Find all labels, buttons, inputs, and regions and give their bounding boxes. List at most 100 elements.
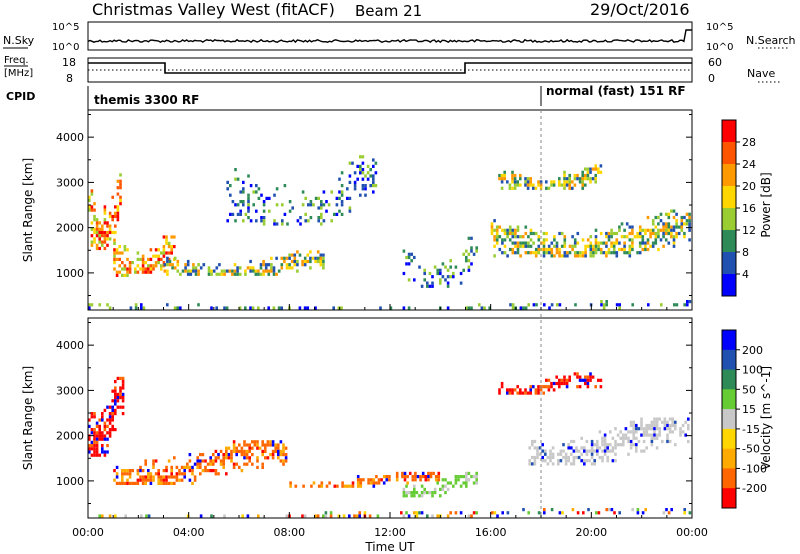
power-cell — [176, 269, 180, 273]
power-cell — [118, 270, 121, 274]
velocity-cell — [637, 427, 641, 431]
power-cell — [594, 247, 598, 252]
velocity-cell — [583, 459, 586, 463]
power-cell — [340, 193, 344, 197]
velocity-cell — [160, 478, 163, 482]
velocity-cell — [564, 455, 568, 460]
power-cell — [664, 225, 668, 229]
velocity-cell — [640, 417, 643, 421]
power-cell — [348, 161, 352, 165]
power-cell — [565, 183, 569, 187]
colorbar-tick-label: 15 — [742, 403, 756, 416]
power-cell — [364, 193, 367, 197]
power-cell — [586, 167, 590, 171]
velocity-cell — [103, 428, 107, 432]
power-cell — [560, 231, 564, 236]
velocity-cell — [248, 443, 251, 447]
power-cell — [144, 270, 147, 274]
power-cell — [407, 262, 411, 266]
power-cell — [625, 235, 629, 239]
velocity-cell — [414, 475, 417, 479]
velocity-cell — [410, 491, 413, 495]
power-cell — [223, 306, 226, 310]
power-cell — [171, 263, 174, 267]
power-cell — [592, 254, 595, 258]
velocity-cell — [328, 481, 331, 485]
cpid-segment-1: themis 3300 RF — [94, 93, 199, 107]
power-cell — [306, 259, 310, 264]
power-cell — [111, 195, 114, 199]
power-cell — [134, 267, 137, 271]
power-cell — [361, 155, 365, 159]
power-cell — [605, 303, 608, 307]
power-cell — [550, 303, 554, 307]
velocity-cell — [558, 378, 561, 382]
power-cell — [314, 306, 317, 310]
power-cell — [165, 238, 168, 242]
power-cell — [113, 261, 116, 265]
velocity-cell — [186, 514, 190, 518]
power-cell — [192, 266, 195, 270]
power-cell — [688, 238, 691, 242]
velocity-cell — [277, 456, 280, 460]
power-cell — [602, 306, 606, 310]
power-cell — [118, 257, 121, 261]
colorbar-segment — [722, 186, 736, 209]
velocity-cell — [635, 443, 638, 447]
power-cell — [93, 202, 96, 206]
power-cell — [467, 306, 471, 310]
velocity-cell — [681, 423, 685, 428]
x-tick-label: 16:00 — [475, 526, 507, 539]
power-cell — [620, 247, 624, 252]
velocity-cell — [431, 514, 434, 518]
power-cell — [264, 263, 268, 267]
power-cell — [283, 212, 287, 216]
power-cell — [573, 254, 577, 258]
power-cell — [119, 202, 122, 206]
power-cell — [576, 251, 580, 255]
power-cell — [514, 235, 517, 239]
power-cell — [372, 184, 375, 188]
velocity-cell — [593, 462, 596, 466]
colorbar-segment — [722, 208, 736, 231]
power-cell — [280, 256, 284, 260]
power-cell — [249, 269, 252, 273]
power-cell — [500, 180, 504, 184]
velocity-cell — [152, 465, 155, 469]
power-cell — [526, 180, 530, 184]
power-cell — [612, 251, 616, 255]
power-cell — [426, 281, 429, 285]
power-cell — [659, 219, 663, 223]
velocity-ylabel: Slant Range [km] — [21, 366, 35, 470]
power-cell — [265, 196, 268, 200]
power-cell — [662, 235, 665, 239]
power-cell — [558, 254, 561, 258]
power-cell — [664, 228, 668, 232]
power-cell — [589, 167, 592, 171]
power-cell — [340, 184, 344, 188]
velocity-cell — [128, 475, 132, 479]
power-cell — [586, 238, 590, 242]
velocity-cell — [498, 388, 501, 392]
power-cell — [553, 254, 556, 258]
power-cell — [286, 222, 289, 226]
power-cell — [558, 231, 561, 236]
power-cell — [366, 177, 370, 181]
y-tick-label: 3000 — [56, 384, 84, 397]
velocity-cell — [684, 420, 687, 424]
power-cell — [470, 249, 473, 253]
power-cell — [106, 221, 109, 225]
power-cell — [197, 272, 200, 276]
velocity-cell — [560, 381, 564, 386]
power-cell — [519, 173, 522, 178]
power-cell — [189, 269, 193, 273]
velocity-cell — [559, 459, 563, 463]
power-cell — [319, 256, 323, 260]
velocity-cell — [653, 423, 656, 428]
velocity-cell — [405, 511, 408, 515]
power-cell — [529, 244, 533, 248]
velocity-cell — [666, 427, 669, 431]
velocity-cell — [586, 385, 590, 389]
power-cell — [255, 190, 258, 194]
power-cell — [524, 177, 527, 181]
